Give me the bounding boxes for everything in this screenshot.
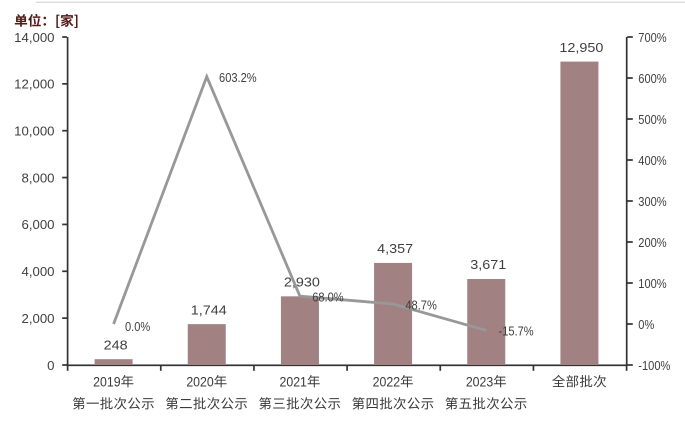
svg-text:0%: 0% [638, 317, 654, 332]
svg-text:2020: 2020 [186, 374, 213, 389]
svg-text:2022: 2022 [373, 374, 400, 389]
svg-text:600%: 600% [638, 71, 667, 86]
svg-text:8,000: 8,000 [21, 170, 54, 185]
svg-text:10,000: 10,000 [14, 124, 54, 139]
svg-text:603.2%: 603.2% [219, 70, 257, 85]
svg-text:12,950: 12,950 [559, 40, 603, 55]
svg-text:100%: 100% [638, 276, 667, 291]
svg-text:-100%: -100% [638, 358, 670, 373]
svg-text:200%: 200% [638, 235, 667, 250]
svg-text:0.0%: 0.0% [125, 319, 150, 334]
svg-text:2019: 2019 [93, 374, 120, 389]
svg-text:68.0%: 68.0% [312, 289, 344, 304]
svg-text:4,357: 4,357 [377, 241, 413, 256]
svg-text:700%: 700% [638, 30, 667, 45]
svg-text:3,671: 3,671 [470, 257, 506, 272]
svg-text:500%: 500% [638, 112, 667, 127]
svg-text:2021: 2021 [280, 374, 307, 389]
svg-text:-15.7%: -15.7% [499, 324, 534, 339]
svg-text:4,000: 4,000 [21, 264, 54, 279]
svg-text:248: 248 [104, 337, 128, 352]
svg-text:400%: 400% [638, 153, 667, 168]
svg-text:300%: 300% [638, 194, 667, 209]
svg-text:0: 0 [47, 358, 54, 373]
svg-text:12,000: 12,000 [14, 77, 54, 92]
svg-text:6,000: 6,000 [21, 217, 54, 232]
svg-text:14,000: 14,000 [14, 30, 54, 45]
svg-text:2,930: 2,930 [284, 275, 320, 290]
svg-text:48.7%: 48.7% [405, 297, 437, 312]
svg-text:2023: 2023 [466, 374, 493, 389]
svg-text:2,000: 2,000 [21, 311, 54, 326]
svg-text:1,744: 1,744 [191, 302, 227, 317]
